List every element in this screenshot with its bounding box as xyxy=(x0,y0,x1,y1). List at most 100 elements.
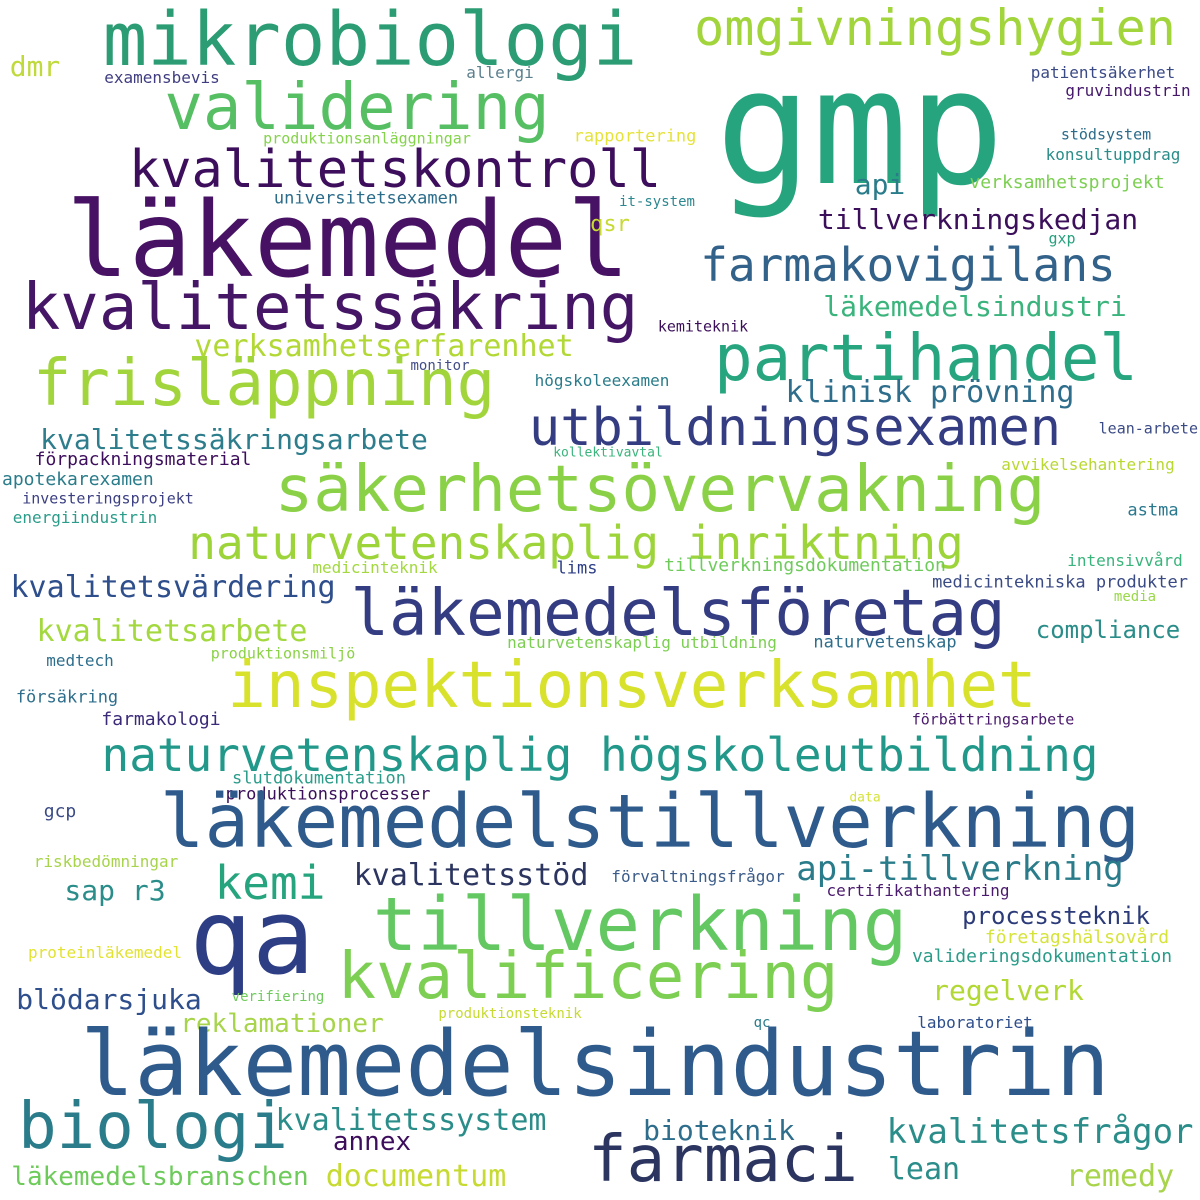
word-medtech: medtech xyxy=(46,651,114,670)
word-tillverkningskedjan: tillverkningskedjan xyxy=(817,203,1139,236)
word-energiindustrin: energiindustrin xyxy=(12,508,158,527)
word-processteknik: processteknik xyxy=(962,902,1150,930)
word-naturvetenskaplig-hogskoleutbildning: naturvetenskaplig högskoleutbildning xyxy=(101,728,1099,782)
word-produktionsteknik: produktionsteknik xyxy=(438,1006,582,1022)
word-kvalitetsarbete: kvalitetsarbete xyxy=(36,614,308,649)
word-produktionsanlaggningar: produktionsanläggningar xyxy=(263,129,471,148)
word-forbattringsarbete: förbättringsarbete xyxy=(911,710,1075,729)
word-kvalitetssakring: kvalitetssäkring xyxy=(21,271,639,345)
word-forpackningsmaterial: förpackningsmaterial xyxy=(34,449,252,470)
word-astma: astma xyxy=(1127,500,1179,521)
word-sap-r3: sap r3 xyxy=(64,874,166,907)
word-naturvetenskaplig-utbildning: naturvetenskaplig utbildning xyxy=(507,633,777,652)
word-investeringsprojekt: investeringsprojekt xyxy=(22,489,194,508)
word-documentum: documentum xyxy=(325,1159,507,1194)
word-media: media xyxy=(1113,589,1157,605)
word-compliance: compliance xyxy=(1035,616,1181,644)
word-kemi: kemi xyxy=(214,856,326,910)
word-lean: lean xyxy=(887,1152,961,1187)
word-examensbevis: examensbevis xyxy=(104,68,220,87)
word-api-tillverkning: api-tillverkning xyxy=(796,849,1124,889)
word-klinisk-provning: klinisk prövning xyxy=(785,375,1075,410)
word-biologi: biologi xyxy=(18,1090,288,1164)
word-validering: validering xyxy=(164,71,550,145)
word-farmaci: farmaci xyxy=(588,1123,858,1197)
word-verksamhetsprojekt: verksamhetsprojekt xyxy=(969,172,1165,193)
word-kvalitetssystem: kvalitetssystem xyxy=(275,1103,547,1138)
word-intensivvard: intensivvård xyxy=(1067,551,1183,570)
word-farmakovigilans: farmakovigilans xyxy=(700,238,1116,292)
word-kvalitetskontroll: kvalitetskontroll xyxy=(128,140,662,200)
word-regelverk: regelverk xyxy=(932,974,1084,1007)
word-lakemedelsindustrin: läkemedelsindustrin xyxy=(80,1012,1110,1117)
word-hogskoleexamen: högskoleexamen xyxy=(534,371,670,390)
word-farmakologi: farmakologi xyxy=(101,709,221,730)
word-data: data xyxy=(849,790,881,806)
word-lakemedelsbranschen: läkemedelsbranschen xyxy=(11,1162,309,1192)
word-gxp: gxp xyxy=(1048,229,1076,248)
word-inspektionsverksamhet: inspektionsverksamhet xyxy=(227,649,1037,723)
word-gmp: gmp xyxy=(715,34,1005,221)
word-qa: qa xyxy=(189,876,315,998)
word-reklamationer: reklamationer xyxy=(180,1009,384,1039)
word-dmr: dmr xyxy=(9,50,61,83)
word-verksamhetserfarenhet: verksamhetserfarenhet xyxy=(194,329,574,364)
word-patientsakerhet: patientsäkerhet xyxy=(1030,63,1176,82)
word-produktionsmiljo: produktionsmiljö xyxy=(210,644,356,663)
word-proteinlakemedel: proteinläkemedel xyxy=(27,943,183,962)
word-omgivningshygien: omgivningshygien xyxy=(694,0,1176,57)
word-gcp: gcp xyxy=(43,801,77,822)
word-slutdokumentation: slutdokumentation xyxy=(232,768,406,789)
word-produktionsprocesser: produktionsprocesser xyxy=(225,784,431,805)
word-valideringsdokumentation: valideringsdokumentation xyxy=(911,946,1173,967)
word-medicintekniska-produkter: medicintekniska produkter xyxy=(932,572,1188,593)
word-kollektivavtal: kollektivavtal xyxy=(553,445,663,461)
word-kvalificering: kvalificering xyxy=(337,940,839,1014)
word-konsultuppdrag: konsultuppdrag xyxy=(1045,145,1181,164)
word-allergi: allergi xyxy=(466,63,534,82)
word-lims: lims xyxy=(556,558,598,579)
word-lakemedelstillverkning: läkemedelstillverkning xyxy=(159,779,1141,865)
word-blodarsjuka: blödarsjuka xyxy=(16,983,202,1016)
word-lakemedelsforetag: läkemedelsföretag xyxy=(350,577,1006,651)
word-utbildningsexamen: utbildningsexamen xyxy=(528,398,1062,458)
word-api: api xyxy=(854,168,906,201)
word-forsakring: försäkring xyxy=(15,687,119,708)
word-rapportering: rapportering xyxy=(573,126,697,147)
word-monitor: monitor xyxy=(410,358,470,374)
word-lean-arbete: lean-arbete xyxy=(1098,419,1198,438)
word-kemiteknik: kemiteknik xyxy=(657,317,749,336)
word-partihandel: partihandel xyxy=(714,322,1138,396)
word-stodsystem: stödsystem xyxy=(1060,125,1152,144)
word-foretagshalsovard: företagshälsovård xyxy=(984,927,1170,948)
word-bioteknik: bioteknik xyxy=(643,1114,795,1147)
word-apotekarexamen: apotekarexamen xyxy=(2,469,154,490)
word-kvalitetssakringsarbete: kvalitetssäkringsarbete xyxy=(40,423,428,456)
word-laboratoriet: laboratoriet xyxy=(917,1013,1033,1032)
word-frislappning: frisläppning xyxy=(32,347,496,421)
word-riskbedomningar: riskbedömningar xyxy=(33,852,179,871)
word-qsr: qsr xyxy=(590,212,630,237)
word-gruvindustrin: gruvindustrin xyxy=(1065,81,1191,100)
word-annex: annex xyxy=(332,1127,412,1157)
word-universitetsexamen: universitetsexamen xyxy=(273,188,459,209)
word-avvikelsehantering: avvikelsehantering xyxy=(1001,455,1175,474)
word-naturvetenskaplig-inriktning: naturvetenskaplig inriktning xyxy=(188,516,964,570)
word-mikrobiologi: mikrobiologi xyxy=(102,0,638,83)
word-forvaltningsfragor: förvaltningsfrågor xyxy=(611,867,785,886)
word-verifiering: verifiering xyxy=(231,989,325,1005)
word-tillverkning: tillverkning xyxy=(372,882,908,968)
word-qc: qc xyxy=(753,1015,771,1031)
word-medicinteknik: medicinteknik xyxy=(312,558,438,577)
word-certifikathantering: certifikathantering xyxy=(826,881,1010,900)
word-sakerhetsovervakning: säkerhetsövervakning xyxy=(274,453,1046,527)
word-kvalitetsstod: kvalitetsstöd xyxy=(353,858,589,893)
word-remedy: remedy xyxy=(1065,1159,1175,1194)
word-tillverkningsdokumentation: tillverkningsdokumentation xyxy=(664,555,946,576)
word-it-system: it-system xyxy=(619,194,695,210)
word-kvalitetsfragor: kvalitetsfrågor xyxy=(886,1112,1194,1152)
word-lakemedelsindustri: läkemedelsindustri xyxy=(823,290,1127,323)
word-naturvetenskap: naturvetenskap xyxy=(813,632,957,653)
word-kvalitetsvardering: kvalitetsvärdering xyxy=(10,570,336,605)
